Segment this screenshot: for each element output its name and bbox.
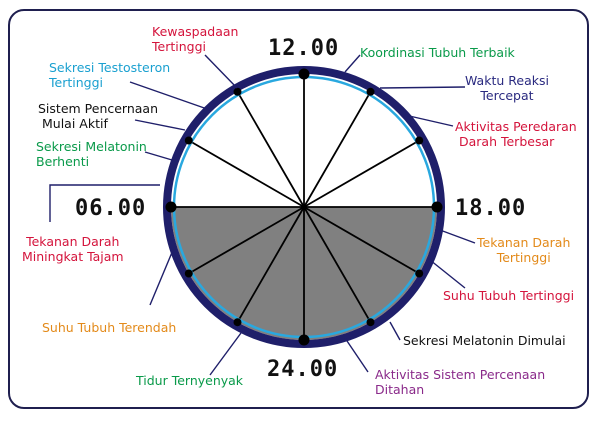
leader-pencernaan-aktif <box>134 119 186 131</box>
dot-12 <box>298 68 310 80</box>
time-12: 12.00 <box>268 36 340 61</box>
label-pencernaan-ditahan: Aktivitas Sistem Percenaan Ditahan <box>375 367 546 397</box>
spoke-17 <box>236 206 305 323</box>
dot-24 <box>298 334 310 346</box>
label-koordinasi: Koordinasi Tubuh Terbaik <box>360 45 515 60</box>
leader-lines <box>49 54 476 376</box>
dot-18 <box>431 201 443 213</box>
dot <box>233 318 242 327</box>
label-testosteron: Sekresi Testosteron Tertinggi <box>49 60 171 90</box>
leader-suhu-tertinggi <box>429 259 466 289</box>
spoke-13 <box>236 91 305 208</box>
leader-peredaran <box>404 114 454 127</box>
time-18: 18.00 <box>455 196 527 221</box>
label-peredaran: Aktivitas Peredaran Darah Terbesar <box>455 119 577 149</box>
label-tekanan-tertinggi: Tekanan Darah Tertinggi <box>477 235 571 265</box>
label-suhu-tertinggi: Suhu Tubuh Tertinggi <box>443 288 575 303</box>
leader-kewaspadaan <box>204 54 238 89</box>
spoke-20 <box>303 206 420 275</box>
label-tidur: Tidur Ternyenyak <box>136 373 244 388</box>
label-reaksi: Waktu Reaksi Tercepat <box>465 73 549 103</box>
leader-melatonin-dimulai <box>389 321 401 341</box>
dot <box>415 269 424 278</box>
spoke-22 <box>303 139 420 208</box>
clock-dots <box>165 68 443 346</box>
spoke-19 <box>303 206 372 323</box>
dot <box>415 136 424 145</box>
dot <box>366 87 375 96</box>
leader-koordinasi <box>344 54 361 73</box>
spoke-23 <box>303 91 372 208</box>
leader-tekanan-tajam <box>49 184 160 222</box>
leader-pencernaan-ditahan <box>344 337 369 373</box>
leader-testosteron <box>129 81 211 111</box>
dot <box>184 269 193 278</box>
time-06: 06.00 <box>75 196 147 221</box>
diagram-frame <box>8 9 589 409</box>
spoke-14 <box>188 139 305 208</box>
dot-06 <box>165 201 177 213</box>
dot <box>184 136 193 145</box>
label-kewaspadaan: Kewaspadaan Tertinggi <box>152 24 239 54</box>
leader-melatonin <box>144 151 173 161</box>
label-suhu-terendah: Suhu Tubuh Terendah <box>42 320 177 335</box>
dot <box>233 87 242 96</box>
label-tekanan-tajam: Tekanan Darah Miningkat Tajam <box>22 234 124 264</box>
label-melatonin-dimulai: Sekresi Melatonin Dimulai <box>403 333 566 348</box>
label-melatonin-berhenti: Sekresi Melatonin Berhenti <box>36 139 147 169</box>
dot <box>366 318 375 327</box>
time-24: 24.00 <box>267 357 339 382</box>
clock-spokes <box>171 74 437 340</box>
leader-tekanan-tertinggi <box>439 229 476 244</box>
label-pencernaan-aktif: Sistem Pencernaan Mulai Aktif <box>38 101 159 131</box>
spoke-16 <box>188 206 305 275</box>
leader-suhu-terendah <box>149 249 174 306</box>
leader-tidur <box>209 332 242 376</box>
leader-reaksi <box>379 86 466 89</box>
